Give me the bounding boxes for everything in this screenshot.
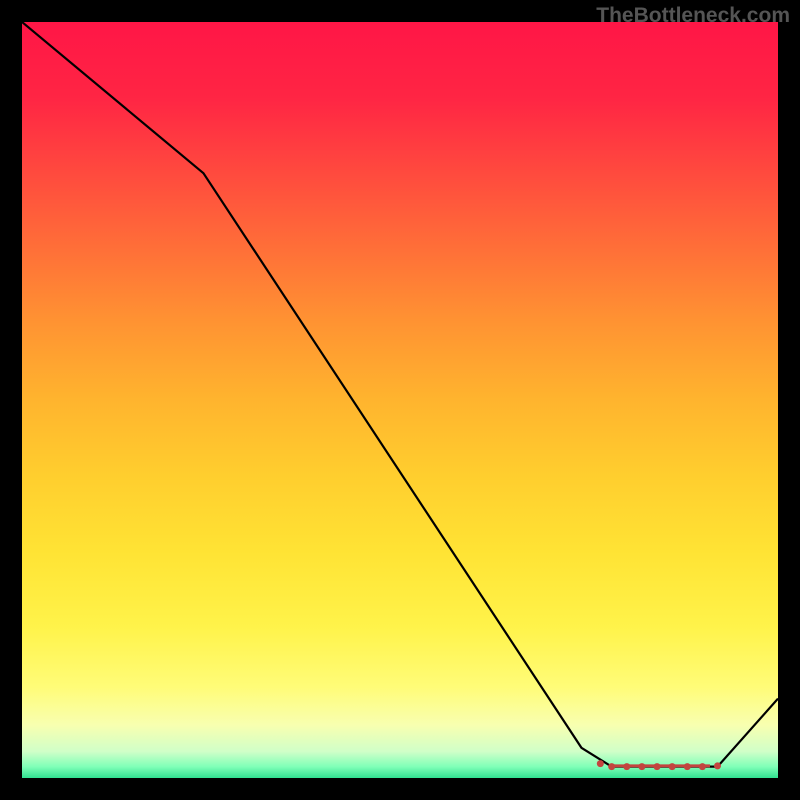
marker-dot [638, 763, 645, 770]
marker-dot [654, 763, 661, 770]
marker-dot [608, 763, 615, 770]
plot-area [22, 22, 778, 778]
watermark-text: TheBottleneck.com [596, 4, 790, 28]
chart-container: TheBottleneck.com [0, 0, 800, 800]
marker-dot [623, 763, 630, 770]
marker-dot [597, 760, 604, 767]
marker-dot [699, 763, 706, 770]
series-group [22, 22, 778, 770]
bottleneck-curve-line [22, 22, 778, 767]
chart-svg [22, 22, 778, 778]
marker-dot [669, 763, 676, 770]
marker-dot [684, 763, 691, 770]
marker-dot [714, 762, 721, 769]
